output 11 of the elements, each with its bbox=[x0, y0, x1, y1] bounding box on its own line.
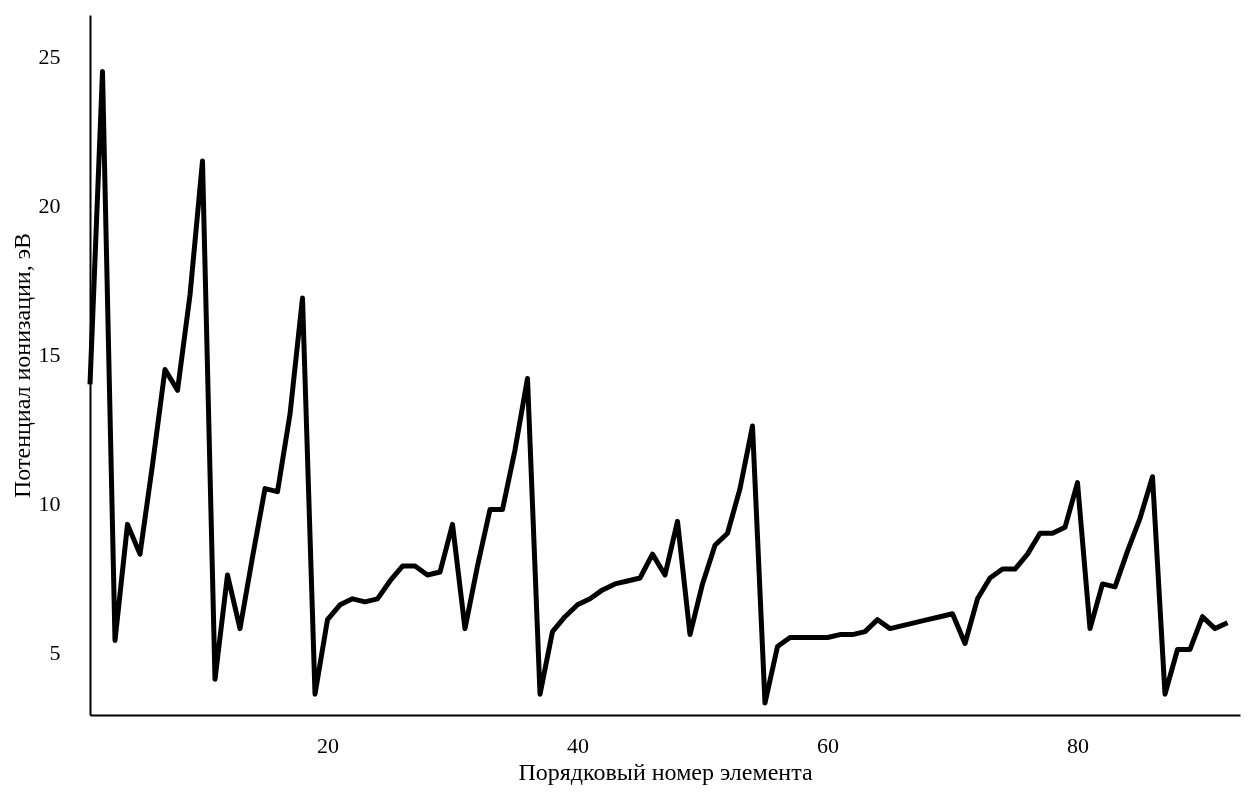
y-tick-label: 10 bbox=[38, 491, 61, 517]
x-tick-label: 60 bbox=[817, 732, 839, 758]
y-tick-label: 20 bbox=[38, 193, 61, 219]
y-tick-label: 25 bbox=[38, 44, 61, 70]
x-tick-label: 80 bbox=[1067, 732, 1089, 758]
y-axis-title: Потенциал ионизации, эВ bbox=[8, 232, 35, 499]
x-tick-label: 20 bbox=[317, 732, 339, 758]
x-axis-title: Порядковый номер элемента bbox=[518, 758, 813, 785]
x-tick-label: 40 bbox=[567, 732, 589, 758]
y-tick-label: 5 bbox=[49, 639, 61, 665]
y-tick-label: 15 bbox=[38, 342, 61, 368]
